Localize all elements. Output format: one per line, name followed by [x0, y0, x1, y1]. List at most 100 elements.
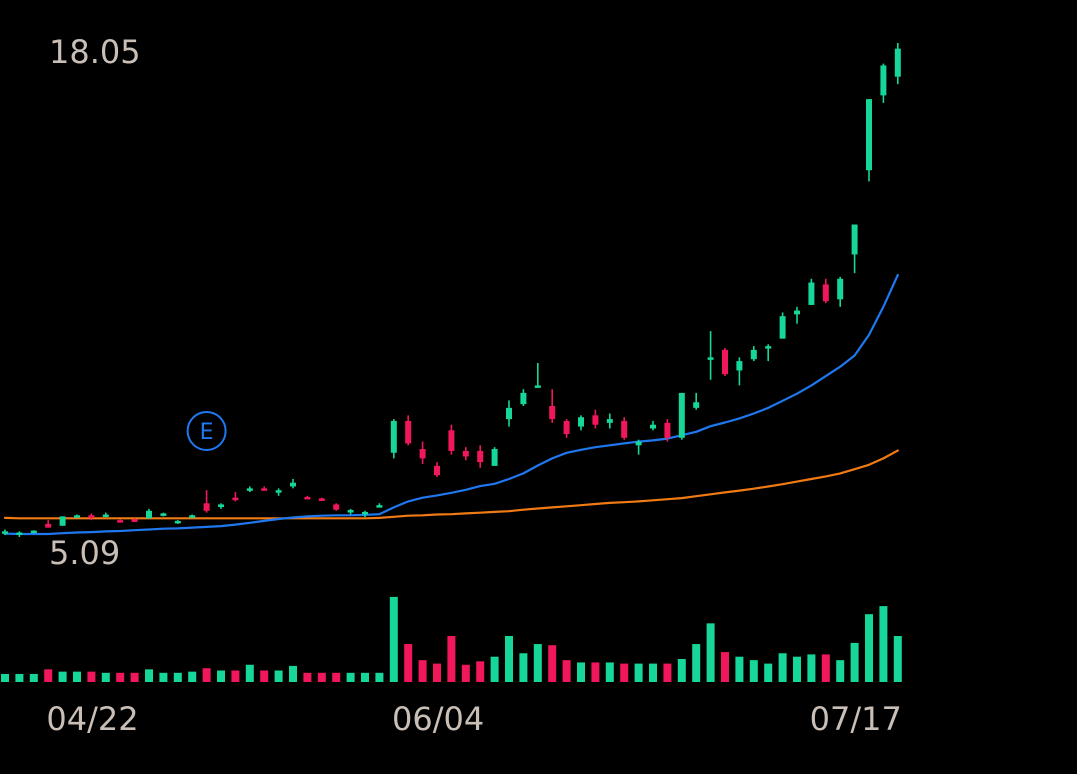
- volume-bar: [519, 653, 528, 682]
- volume-bar: [73, 671, 81, 682]
- candle-body: [851, 224, 858, 255]
- volume-bar: [562, 660, 571, 682]
- candle-body: [174, 520, 181, 524]
- candle-body: [405, 420, 412, 444]
- volume-bar: [749, 660, 758, 682]
- volume-bar: [721, 652, 729, 682]
- candle-body: [160, 513, 167, 516]
- candle: [851, 224, 858, 274]
- x-axis-date-label: 06/04: [392, 700, 485, 738]
- candle-body: [434, 465, 440, 476]
- volume-bar: [173, 672, 182, 682]
- volume-bar: [188, 671, 197, 682]
- volume-bar: [87, 671, 96, 682]
- volume-bar: [634, 663, 643, 682]
- candle-body: [592, 415, 599, 425]
- candle-body: [30, 530, 37, 534]
- candle-body: [678, 392, 685, 438]
- candle-body: [462, 450, 469, 457]
- candle: [765, 344, 772, 362]
- earnings-marker[interactable]: E: [186, 411, 227, 451]
- candle: [678, 392, 685, 440]
- candle: [2, 529, 8, 536]
- candle: [333, 503, 340, 511]
- x-axis-date-label: 07/17: [809, 700, 902, 738]
- volume-bar: [44, 669, 53, 682]
- candle-body: [419, 449, 426, 459]
- candle: [59, 516, 66, 526]
- volume-bar: [346, 672, 355, 682]
- volume-bar: [490, 656, 499, 682]
- candle-body: [621, 420, 628, 438]
- candle-body: [707, 357, 714, 360]
- candle-body: [2, 531, 8, 534]
- volume-bar: [807, 654, 816, 682]
- volume-bar: [821, 654, 830, 682]
- volume-bar: [476, 661, 485, 682]
- candle-body: [894, 48, 901, 77]
- volume-bar: [706, 623, 715, 682]
- candle: [232, 492, 239, 502]
- price-min-label: 5.09: [49, 534, 121, 572]
- volume-bar: [159, 672, 168, 682]
- candle: [117, 519, 124, 523]
- candle-body: [290, 482, 296, 487]
- volume-bar: [893, 636, 902, 682]
- candle: [635, 439, 642, 455]
- volume-bar: [274, 670, 283, 682]
- candle: [203, 490, 210, 513]
- candle: [822, 278, 829, 304]
- candle-body: [203, 503, 210, 511]
- volume-bar: [433, 663, 441, 682]
- candle: [520, 389, 527, 407]
- volume-bar: [145, 669, 153, 682]
- moving-average-long-layer: [3, 449, 899, 520]
- volume-bar: [533, 644, 542, 682]
- volume-bar: [260, 670, 269, 682]
- candle-body: [506, 407, 512, 420]
- candle-body: [246, 488, 253, 491]
- candle-body: [318, 498, 325, 501]
- volume-bar: [505, 636, 513, 682]
- candle-body: [189, 515, 196, 518]
- candle: [650, 420, 656, 431]
- volume-bar: [116, 672, 125, 682]
- candle: [621, 417, 628, 440]
- volume-bar: [879, 606, 888, 682]
- candle-body: [333, 504, 340, 510]
- volume-bar: [58, 671, 67, 682]
- candle-body: [765, 346, 772, 349]
- candle: [434, 462, 440, 478]
- candle: [390, 419, 397, 459]
- candle: [563, 419, 570, 438]
- candle-body: [347, 510, 354, 513]
- candle: [549, 389, 556, 423]
- candle: [347, 508, 354, 515]
- candle: [275, 488, 282, 496]
- candle: [722, 347, 728, 377]
- candle: [462, 447, 469, 461]
- candle: [30, 530, 37, 534]
- candle: [376, 503, 383, 508]
- candle: [477, 445, 484, 468]
- candle-body: [693, 402, 700, 408]
- candle-body: [549, 406, 556, 420]
- volume-bar: [289, 665, 297, 682]
- candle-body: [131, 519, 138, 522]
- candle-body: [275, 490, 282, 493]
- candle-body: [117, 520, 124, 523]
- volume-layer: [1, 596, 902, 682]
- volume-bar: [317, 672, 326, 682]
- candle: [189, 514, 196, 519]
- candle-body: [448, 430, 455, 451]
- candle: [261, 486, 268, 491]
- candle: [693, 392, 700, 410]
- volume-bar: [677, 659, 686, 682]
- candle-body: [750, 349, 757, 360]
- candle-body: [880, 65, 887, 96]
- candle: [405, 415, 412, 446]
- candle-body: [794, 310, 800, 315]
- candle: [894, 43, 901, 85]
- candle-body: [232, 497, 239, 501]
